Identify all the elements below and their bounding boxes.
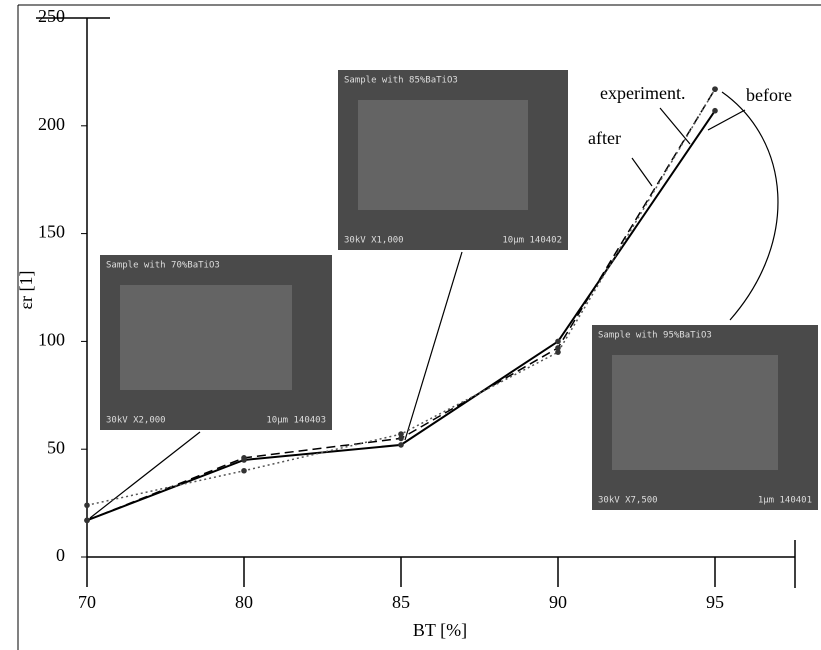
x-tick-label: 70 xyxy=(78,592,96,612)
y-tick-label: 50 xyxy=(47,437,65,457)
x-tick-label: 80 xyxy=(235,592,253,612)
sem-texture xyxy=(358,100,528,210)
inset-scale: 10µm 140402 xyxy=(502,236,562,246)
data-point xyxy=(84,502,90,509)
inset-scale: 10µm 140403 xyxy=(266,416,326,426)
data-point xyxy=(398,435,404,442)
data-point xyxy=(555,349,561,355)
data-point xyxy=(241,467,247,474)
x-axis-label: BT [%] xyxy=(413,620,467,640)
annotation-arrows xyxy=(89,91,779,519)
y-tick-label: 0 xyxy=(56,545,65,565)
inset-info: 30kV X2,000 xyxy=(106,416,166,426)
data-point xyxy=(398,431,404,437)
data-point xyxy=(398,442,404,448)
inset-info: 30kV X7,500 xyxy=(598,496,658,506)
data-point xyxy=(712,86,718,92)
sem-texture xyxy=(612,355,778,470)
series-label: after xyxy=(588,128,621,148)
y-tick-label: 100 xyxy=(38,330,65,350)
inset-info: 30kV X1,000 xyxy=(344,236,404,246)
inset-caption: Sample with 85%BaTiO3 xyxy=(344,76,458,86)
y-axis-label: εr [1] xyxy=(16,270,36,309)
x-tick-label: 85 xyxy=(392,592,410,612)
x-tick-label: 90 xyxy=(549,592,567,612)
inset-scale: 1µm 140401 xyxy=(758,496,812,506)
x-tick-label: 95 xyxy=(706,592,724,612)
series-label: experiment. xyxy=(600,83,685,103)
y-tick-label: 250 xyxy=(38,6,65,26)
data-point xyxy=(241,457,247,463)
y-tick-label: 200 xyxy=(38,114,65,134)
inset-caption: Sample with 95%BaTiO3 xyxy=(598,331,712,341)
data-point xyxy=(555,345,561,351)
data-point xyxy=(84,517,90,524)
series-label: before xyxy=(746,85,792,105)
y-tick-label: 150 xyxy=(38,222,65,242)
data-point xyxy=(555,338,561,345)
data-point xyxy=(712,107,718,114)
inset-caption: Sample with 70%BaTiO3 xyxy=(106,261,220,271)
sem-texture xyxy=(120,285,292,390)
